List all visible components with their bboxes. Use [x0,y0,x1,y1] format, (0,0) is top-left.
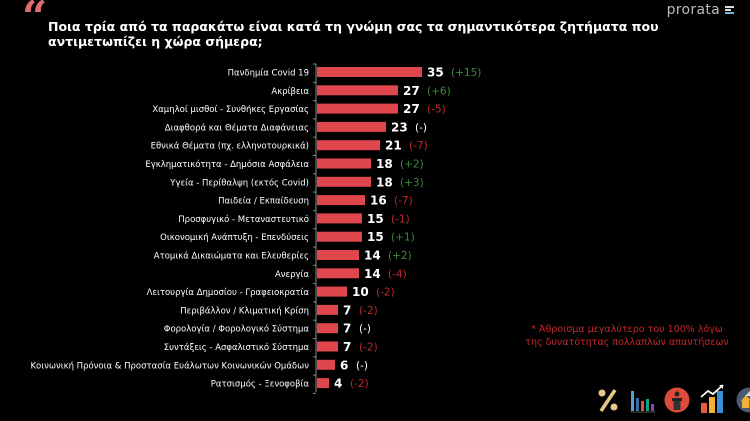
change-label: (-2) [359,342,378,354]
bar [317,121,386,132]
bar [317,140,380,151]
value-label: 10 [352,285,369,299]
footnote-line-1: * Άθροισμα μεγαλύτερο του 100% λόγω [531,324,723,335]
category-label: Εθνικά Θέματα (πχ. ελληνοτουρκικά) [151,141,309,152]
value-label: 21 [385,139,402,153]
change-label: (-2) [359,305,378,317]
bar [317,359,335,370]
chart-title: Ποια τρία από τα παρακάτω είναι κατά τη … [48,19,659,49]
category-label: Οικονομική Ανάπτυξη - Επενδύσεις [160,232,309,243]
category-label: Χαμηλοί μισθοί - Συνθήκες Εργασίας [152,105,309,115]
change-label: (-4) [388,268,407,280]
category-label: Ανεργία [275,270,309,280]
change-label: (+2) [400,159,424,171]
houses-icon [736,387,750,413]
category-label: Διαφθορά και Θέματα Διαφάνειας [165,122,309,133]
bar [317,103,398,114]
category-label: Προσφυγικό - Μεταναστευτικό [178,214,309,225]
footnote: * Άθροισμα μεγαλύτερο του 100% λόγω της … [512,323,742,349]
value-label: 18 [376,157,393,171]
bar [317,67,422,77]
change-label: (-7) [409,140,428,152]
change-label: (-2) [350,378,369,390]
value-label: 7 [343,340,351,354]
brand-logo: prorata [667,2,734,18]
bar [317,195,365,206]
value-label: 16 [370,194,387,208]
category-label: Πανδημία Covid 19 [228,69,309,79]
change-label: (-) [415,122,427,134]
value-label: 7 [343,322,351,336]
value-label: 15 [367,230,384,244]
bar [317,176,371,187]
value-label: 14 [364,267,381,281]
change-label: (+15) [451,67,481,79]
bar [317,286,347,297]
category-label: Εγκληματικότητα - Δημόσια Ασφάλεια [145,159,309,170]
category-label: Ατομικά Δικαιώματα και Ελευθερίες [154,251,309,262]
value-label: 6 [340,358,348,372]
value-label: 18 [376,175,393,189]
bar [317,378,329,389]
footnote-line-2: της δυνατότητας πολλαπλών απαντήσεων [525,337,729,348]
change-label: (+1) [391,232,415,244]
change-label: (-7) [394,195,413,207]
value-label: 35 [427,66,444,80]
bar [317,341,338,352]
value-label: 7 [343,303,351,317]
bar [317,231,362,242]
value-label: 15 [367,212,384,226]
bar [317,250,359,260]
change-label: (-5) [427,104,446,116]
value-label: 27 [403,84,420,98]
category-label: Λειτουργία Δημοσίου - Γραφειοκρατία [147,288,310,298]
podium-icon [664,387,690,413]
category-label: Ρατσισμός - Ξενοφοβία [211,379,310,390]
percent-icon [598,389,618,412]
bar-chart-icon [630,391,655,413]
bar [317,323,338,334]
change-label: (-) [359,323,371,335]
bar [317,158,371,169]
value-label: 14 [364,249,381,263]
quote-mark-icon: “ [22,0,48,43]
category-label: Κοινωνική Πρόνοια & Προστασία Ευάλωτων Κ… [30,360,309,371]
bar [317,85,398,96]
category-label: Φορολογία / Φορολογικό Σύστημα [164,324,310,335]
icon-row [596,383,750,413]
bar [317,304,338,315]
value-label: 23 [391,120,408,134]
value-label: 4 [334,377,342,391]
category-label: Συντάξεις - Ασφαλιστικό Σύστημα [164,342,310,353]
brand-name: prorata [666,2,720,18]
change-label: (-) [356,360,368,372]
change-label: (+6) [427,85,451,97]
change-label: (+2) [388,250,412,262]
brand-mark-icon [725,6,734,14]
change-label: (-2) [376,287,395,299]
value-label: 27 [403,102,420,116]
change-label: (-1) [391,213,410,225]
category-label: Υγεία - Περίθαλψη (εκτός Covid) [169,177,309,188]
change-label: (+3) [400,177,424,189]
growth-chart-icon [700,384,724,413]
category-label: Παιδεία / Εκπαίδευση [218,197,309,207]
bar [317,268,359,279]
bar [317,213,362,224]
category-label: Ακρίβεια [271,87,309,97]
category-label: Περιβάλλον / Κλιματική Κρίση [180,306,309,316]
